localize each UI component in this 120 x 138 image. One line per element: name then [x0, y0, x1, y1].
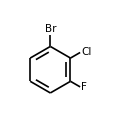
Text: Cl: Cl: [81, 47, 91, 57]
Text: F: F: [81, 82, 87, 92]
Text: Br: Br: [45, 24, 56, 34]
